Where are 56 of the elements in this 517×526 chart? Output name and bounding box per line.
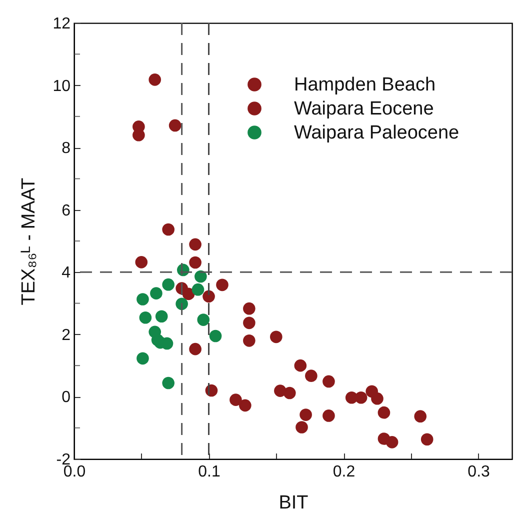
point <box>414 410 427 422</box>
y-tick-label: 0 <box>62 389 71 406</box>
point <box>155 310 168 323</box>
point <box>197 314 210 326</box>
point <box>238 399 252 412</box>
point <box>162 278 174 291</box>
point <box>420 433 434 446</box>
point <box>243 334 256 347</box>
y-tick-label: 10 <box>52 78 71 95</box>
point <box>371 392 384 405</box>
point <box>162 223 174 236</box>
x-tick-label: 0.2 <box>332 464 356 480</box>
point <box>378 406 390 419</box>
point <box>194 270 207 283</box>
point <box>296 421 308 434</box>
point <box>182 288 195 300</box>
y-tick-label: 2 <box>62 326 71 344</box>
point <box>230 394 242 406</box>
point <box>386 436 398 448</box>
y-tick-label: 6 <box>62 202 71 220</box>
point <box>294 359 307 372</box>
point <box>322 410 335 422</box>
point <box>189 342 202 356</box>
point <box>162 376 174 390</box>
point <box>243 316 256 330</box>
point <box>243 302 256 315</box>
x-tick-label: 0.3 <box>468 464 490 480</box>
y-axis-title: TEX₈₆ᴸ - MAAT <box>18 177 40 306</box>
point <box>283 386 296 400</box>
point <box>135 256 148 268</box>
y-tick-label: 12 <box>52 16 71 32</box>
point <box>189 238 202 251</box>
point <box>148 74 162 86</box>
point <box>192 283 204 296</box>
point <box>354 391 368 404</box>
legend-label: Waipara Paleocene <box>294 122 460 144</box>
point <box>300 408 312 421</box>
point <box>189 256 202 269</box>
y-tick-label: 4 <box>62 264 71 282</box>
point <box>136 352 149 365</box>
y-tick-label: 8 <box>62 140 71 158</box>
point <box>322 375 335 388</box>
x-tick-label: 0.1 <box>198 464 220 480</box>
point <box>136 293 149 306</box>
point <box>150 287 162 300</box>
point <box>270 330 282 344</box>
point <box>202 290 215 303</box>
point <box>216 278 228 292</box>
legend-label: Waipara Eocene <box>294 98 434 120</box>
point <box>139 311 152 324</box>
point <box>274 384 286 397</box>
point <box>305 370 318 382</box>
x-axis-title: BIT <box>278 492 309 514</box>
point <box>168 119 182 132</box>
legend-label: Hampden Beach <box>294 74 436 96</box>
point <box>209 330 222 342</box>
